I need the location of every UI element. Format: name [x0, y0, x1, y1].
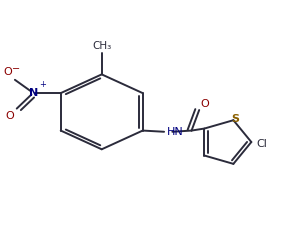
- Text: O: O: [3, 67, 12, 78]
- Text: N: N: [29, 88, 38, 98]
- Text: Cl: Cl: [257, 139, 268, 149]
- Text: S: S: [231, 114, 239, 124]
- Text: HN: HN: [166, 127, 183, 137]
- Text: +: +: [39, 80, 46, 89]
- Text: CH₃: CH₃: [92, 42, 111, 52]
- Text: O: O: [200, 99, 209, 109]
- Text: O: O: [5, 111, 14, 121]
- Text: −: −: [12, 64, 20, 74]
